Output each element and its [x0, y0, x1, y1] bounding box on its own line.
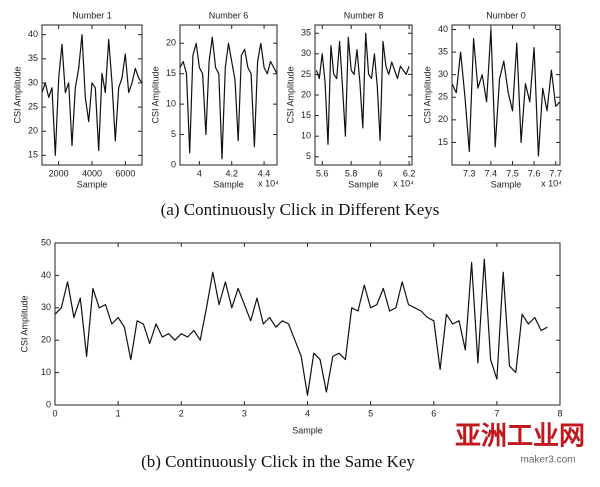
y-tick-label: 20	[41, 335, 51, 345]
y-tick-label: 20	[438, 114, 448, 124]
x-tick-label: 8	[557, 408, 562, 418]
x-tick-label: 6000	[115, 168, 135, 178]
caption-b: (b) Continuously Click in the Same Key	[141, 452, 415, 471]
y-tick-label: 10	[166, 99, 176, 109]
y-tick-label: 0	[171, 159, 176, 169]
y-tick-label: 30	[301, 48, 311, 58]
plot-frame	[41, 24, 143, 166]
y-tick-label: 10	[41, 367, 51, 377]
y-tick-label: 40	[28, 29, 38, 39]
plot-title: Number 8	[344, 10, 384, 20]
y-tick-label: 30	[28, 77, 38, 87]
signal-line	[315, 32, 410, 145]
x-tick-label: 4	[305, 408, 310, 418]
y-tick-label: 35	[301, 28, 311, 38]
x-tick-label: 4.4	[258, 168, 271, 178]
y-tick-label: 15	[28, 150, 38, 160]
y-tick-label: 15	[166, 68, 176, 78]
y-tick-label: 25	[438, 92, 448, 102]
watermark-site: maker3.com	[520, 455, 575, 466]
x-tick-label: 3	[242, 408, 247, 418]
x-tick-label: 7.6	[528, 168, 541, 178]
signal-line	[54, 258, 548, 396]
y-axis-label: CSI Amplitude	[150, 66, 160, 123]
y-tick-label: 20	[301, 89, 311, 99]
y-tick-label: 40	[41, 270, 51, 280]
x-multiplier: x 10⁴	[258, 178, 279, 188]
x-axis-label: Sample	[292, 425, 323, 435]
plot-frame	[54, 242, 561, 406]
y-tick-label: 15	[438, 137, 448, 147]
x-axis-label: Sample	[491, 179, 522, 189]
plot-frame	[451, 24, 561, 166]
x-tick-label: 6	[378, 168, 383, 178]
x-tick-label: 2000	[49, 168, 69, 178]
y-tick-label: 5	[171, 129, 176, 139]
x-multiplier: x 10⁴	[541, 178, 562, 188]
x-tick-label: 5	[368, 408, 373, 418]
signal-line	[179, 36, 278, 160]
y-tick-label: 25	[28, 101, 38, 111]
x-tick-label: 7.7	[549, 168, 562, 178]
x-tick-label: 6.2	[403, 168, 416, 178]
y-tick-label: 30	[41, 302, 51, 312]
y-tick-label: 10	[301, 131, 311, 141]
plot-title: Number 1	[72, 10, 112, 20]
watermark-brand: 亚洲工业网	[455, 422, 585, 452]
x-axis-label: Sample	[213, 179, 244, 189]
y-tick-label: 15	[301, 110, 311, 120]
x-tick-label: 7.5	[506, 168, 519, 178]
y-tick-label: 25	[301, 69, 311, 79]
x-tick-label: 7	[494, 408, 499, 418]
x-multiplier: x 10⁴	[393, 178, 414, 188]
y-tick-label: 40	[438, 24, 448, 34]
y-axis-label: CSI Amplitude	[285, 66, 295, 123]
x-tick-label: 0	[52, 408, 57, 418]
x-tick-label: 4000	[82, 168, 102, 178]
x-tick-label: 7.3	[463, 168, 476, 178]
y-tick-label: 50	[41, 237, 51, 247]
y-tick-label: 30	[438, 69, 448, 79]
x-tick-label: 4	[197, 168, 202, 178]
x-tick-label: 6	[431, 408, 436, 418]
y-axis-label: CSI Amplitude	[19, 295, 29, 352]
y-tick-label: 5	[306, 151, 311, 161]
x-tick-label: 5.8	[345, 168, 358, 178]
y-tick-label: 35	[28, 53, 38, 63]
caption-a: (a) Continuously Click in Different Keys	[161, 200, 440, 219]
y-tick-label: 0	[46, 399, 51, 409]
plot-title: Number 6	[209, 10, 249, 20]
x-tick-label: 1	[116, 408, 121, 418]
y-tick-label: 35	[438, 46, 448, 56]
plot-frame	[179, 24, 278, 166]
y-tick-label: 20	[28, 126, 38, 136]
y-axis-label: CSI Amplitude	[12, 66, 22, 123]
x-tick-label: 4.2	[225, 168, 238, 178]
x-tick-label: 5.6	[316, 168, 329, 178]
x-tick-label: 7.4	[485, 168, 498, 178]
x-tick-label: 2	[179, 408, 184, 418]
x-axis-label: Sample	[348, 179, 379, 189]
y-tick-label: 20	[166, 38, 176, 48]
signal-line	[451, 28, 561, 157]
x-axis-label: Sample	[77, 179, 108, 189]
plot-title: Number 0	[486, 10, 526, 20]
plot-frame	[314, 24, 413, 166]
y-axis-label: CSI Amplitude	[422, 66, 432, 123]
signal-line	[41, 34, 143, 156]
